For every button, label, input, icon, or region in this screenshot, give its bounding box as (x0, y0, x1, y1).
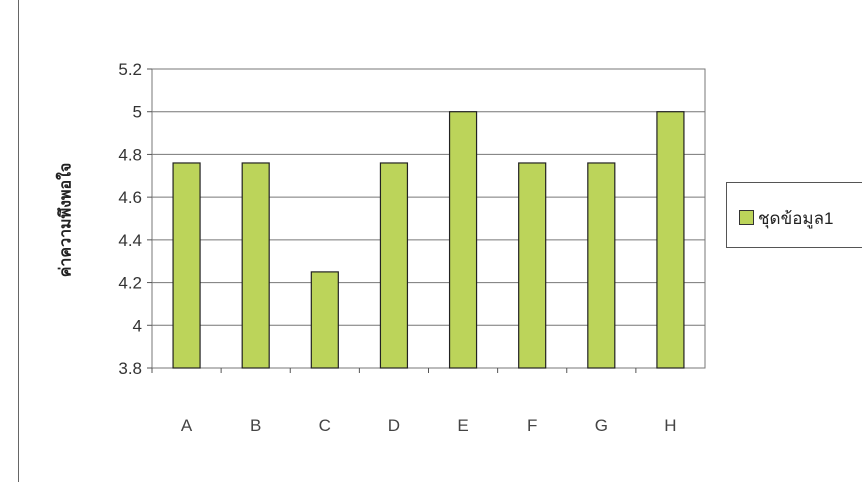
bar-C (310, 271, 339, 369)
bar-A (172, 162, 201, 369)
bar-B (241, 162, 270, 369)
y-tick-label: 3.8 (118, 359, 142, 378)
y-tick-label: 5 (133, 103, 142, 122)
x-tick-label: F (527, 416, 537, 435)
x-tick-label: G (595, 416, 608, 435)
bar-F (518, 162, 547, 369)
x-tick-label: A (181, 416, 193, 435)
plot-area (151, 68, 706, 369)
bar-E (448, 111, 478, 369)
y-tick-label: 4.8 (118, 145, 142, 164)
legend-label: ชุดข้อมูล1 (758, 209, 834, 228)
y-axis-title: ค่าความพึงพอใจ (57, 162, 75, 278)
bar-D (379, 162, 409, 369)
x-tick-label: B (250, 416, 261, 435)
x-tick-label: E (457, 416, 468, 435)
y-tick-label: 4.4 (118, 231, 142, 250)
legend-swatch (739, 210, 754, 225)
x-tick-label: H (664, 416, 676, 435)
legend: ชุดข้อมูล1 (726, 182, 862, 248)
chart-frame-edge (18, 0, 19, 482)
x-tick-label: D (388, 416, 400, 435)
bar-G (587, 162, 616, 369)
y-tick-label: 4.2 (118, 274, 142, 293)
y-tick-label: 4.6 (118, 188, 142, 207)
x-tick-label: C (319, 416, 331, 435)
y-tick-label: 5.2 (118, 60, 142, 79)
y-tick-label: 4 (133, 316, 142, 335)
bar-H (656, 111, 685, 369)
